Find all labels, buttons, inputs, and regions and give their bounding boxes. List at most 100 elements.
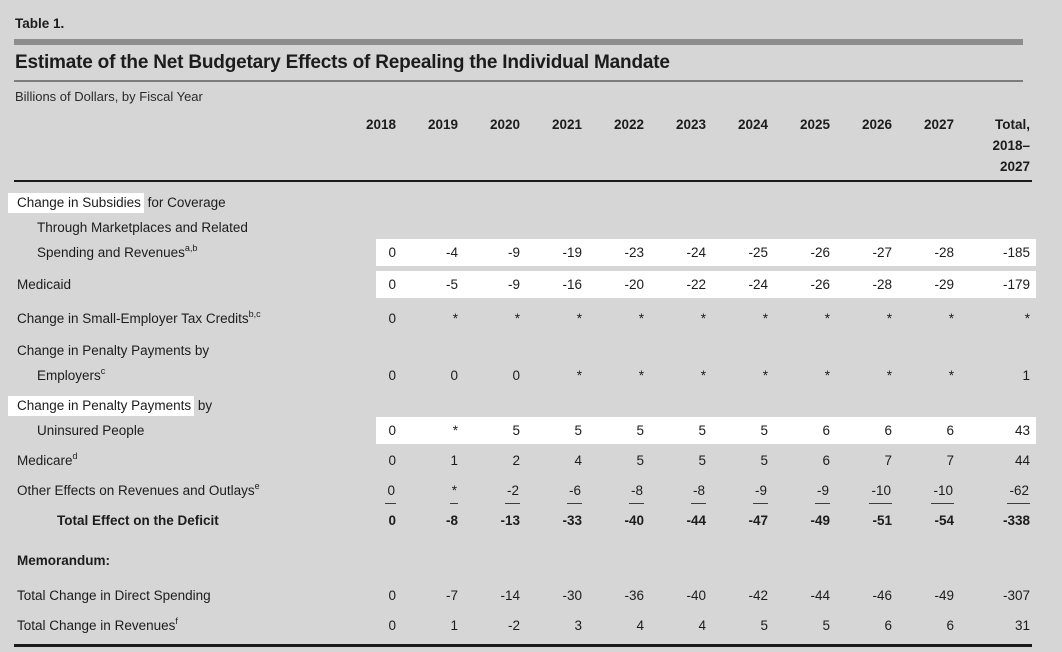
footnote-marker: b,c [248,309,261,319]
value-cell: * [526,306,588,331]
value-cell: * [836,363,898,388]
value-text: -27 [872,245,892,260]
value-text: 4 [574,453,582,468]
footnote-marker: e [254,481,260,491]
value-cell: -36 [588,583,650,608]
value-cell: -10 [898,478,960,504]
row-label: Memorandum: [14,548,340,573]
value-text: 0 [450,368,458,383]
value-text: * [762,311,768,326]
value-text: -26 [810,245,830,260]
column-header: 2022 [613,117,644,132]
value-cell: 0 [340,448,402,473]
value-cell: 0 [340,363,402,388]
column-header: 2018 [365,117,396,132]
value-cell: -33 [526,508,588,533]
value-text: -5 [445,277,458,292]
value-cell: 1 [960,363,1036,388]
table-body: Change in Subsidies for Coverage Through… [8,182,1036,638]
value-text: -62 [1007,482,1030,504]
value-cell: -16 [526,272,588,297]
value-cell: * [402,306,464,331]
value-text: -22 [686,277,706,292]
value-text: 0 [388,277,396,292]
value-text: 6 [884,423,892,438]
row-values [340,338,1036,363]
value-cell: 6 [836,613,898,638]
value-text: * [700,368,706,383]
value-cell: * [898,306,960,331]
row-label: Through Marketplaces and Related [14,215,340,240]
value-text: 6 [822,423,830,438]
value-text: 0 [388,423,396,438]
value-text: 7 [946,453,954,468]
value-text: 5 [512,423,520,438]
row-values: 0 * * * * * * * * * * [340,306,1036,331]
value-text: -10 [869,482,892,504]
value-cell: 0 [340,478,402,504]
bottom-rule [14,644,1032,647]
row-values: 0 0 0 * * * * * * * 1 [340,363,1036,388]
value-cell: -49 [774,508,836,533]
row-label-text: Spending and Revenues [37,245,185,260]
row-label: Total Change in Direct Spending [14,583,340,608]
value-text: -8 [445,513,458,528]
value-text: * [886,368,892,383]
table-row: Change in Subsidies for Coverage [8,190,1036,215]
value-cell: 4 [588,613,650,638]
value-cell: -10 [836,478,898,504]
value-text: * [452,311,458,326]
value-text: 5 [698,423,706,438]
value-cell: -307 [960,583,1036,608]
value-text: -33 [562,513,582,528]
row-values: 0 * 5 5 5 5 5 6 6 6 43 [340,417,1036,444]
table-row: Spending and Revenuesa,b 0 -4 -9 -19 -23 -24 -… [14,239,1036,266]
value-cell: 5 [650,418,712,443]
column-header: 2025 [799,117,830,132]
value-cell: -179 [960,272,1036,297]
row-values: 0 * -2 -6 -8 -8 -9 -9 -10 -10 -62 [340,478,1036,504]
column-header-row: 2018 2019 2020 2021 2022 2023 2024 2025 2026 2027… [14,114,1036,177]
row-label-text: Employers [37,368,101,383]
column-header: 2026 [861,117,892,132]
value-cell: -2 [464,613,526,638]
value-cell: 5 [650,448,712,473]
value-cell: -9 [464,240,526,265]
footnote-marker: d [72,451,78,461]
row-values: 0 -7 -14 -30 -36 -40 -42 -44 -46 -49 -307 [340,583,1036,608]
row-values: 0 1 2 4 5 5 5 6 7 7 44 [340,448,1036,473]
value-text: -9 [752,482,768,504]
value-text: 5 [698,453,706,468]
value-cell: 31 [960,613,1036,638]
column-header: 2023 [675,117,706,132]
table-row: Medicared 0 1 2 4 5 5 5 6 7 7 44 [14,448,1036,473]
header-bar [14,39,1023,45]
value-text: * [514,311,520,326]
value-text: 3 [574,618,582,633]
value-text: -42 [748,588,768,603]
value-text: 6 [884,618,892,633]
value-text: -44 [810,588,830,603]
value-text: 6 [946,618,954,633]
value-text: -40 [686,588,706,603]
value-text: -36 [624,588,644,603]
table-row: Other Effects on Revenues and Outlayse 0… [14,478,1036,504]
value-cell: 5 [774,613,836,638]
row-label: Medicared [14,448,340,473]
value-cell: 6 [898,418,960,443]
value-text: 0 [512,368,520,383]
value-cell: -29 [898,272,960,297]
value-cell: -6 [526,478,588,504]
value-text: 5 [760,618,768,633]
value-text: -51 [872,513,892,528]
header-rule [14,180,1032,182]
value-cell: 6 [774,418,836,443]
row-values: 0 -8 -13 -33 -40 -44 -47 -49 -51 -54 -338 [340,508,1036,533]
row-values: 0 1 -2 3 4 4 5 5 6 6 31 [340,613,1036,638]
value-cell: 0 [340,613,402,638]
value-cell: -54 [898,508,960,533]
value-cell: -20 [588,272,650,297]
row-label-text: Memorandum: [17,553,111,568]
total-column-header: Total, 2018– 2027 [960,114,1036,177]
value-text: -23 [624,245,644,260]
